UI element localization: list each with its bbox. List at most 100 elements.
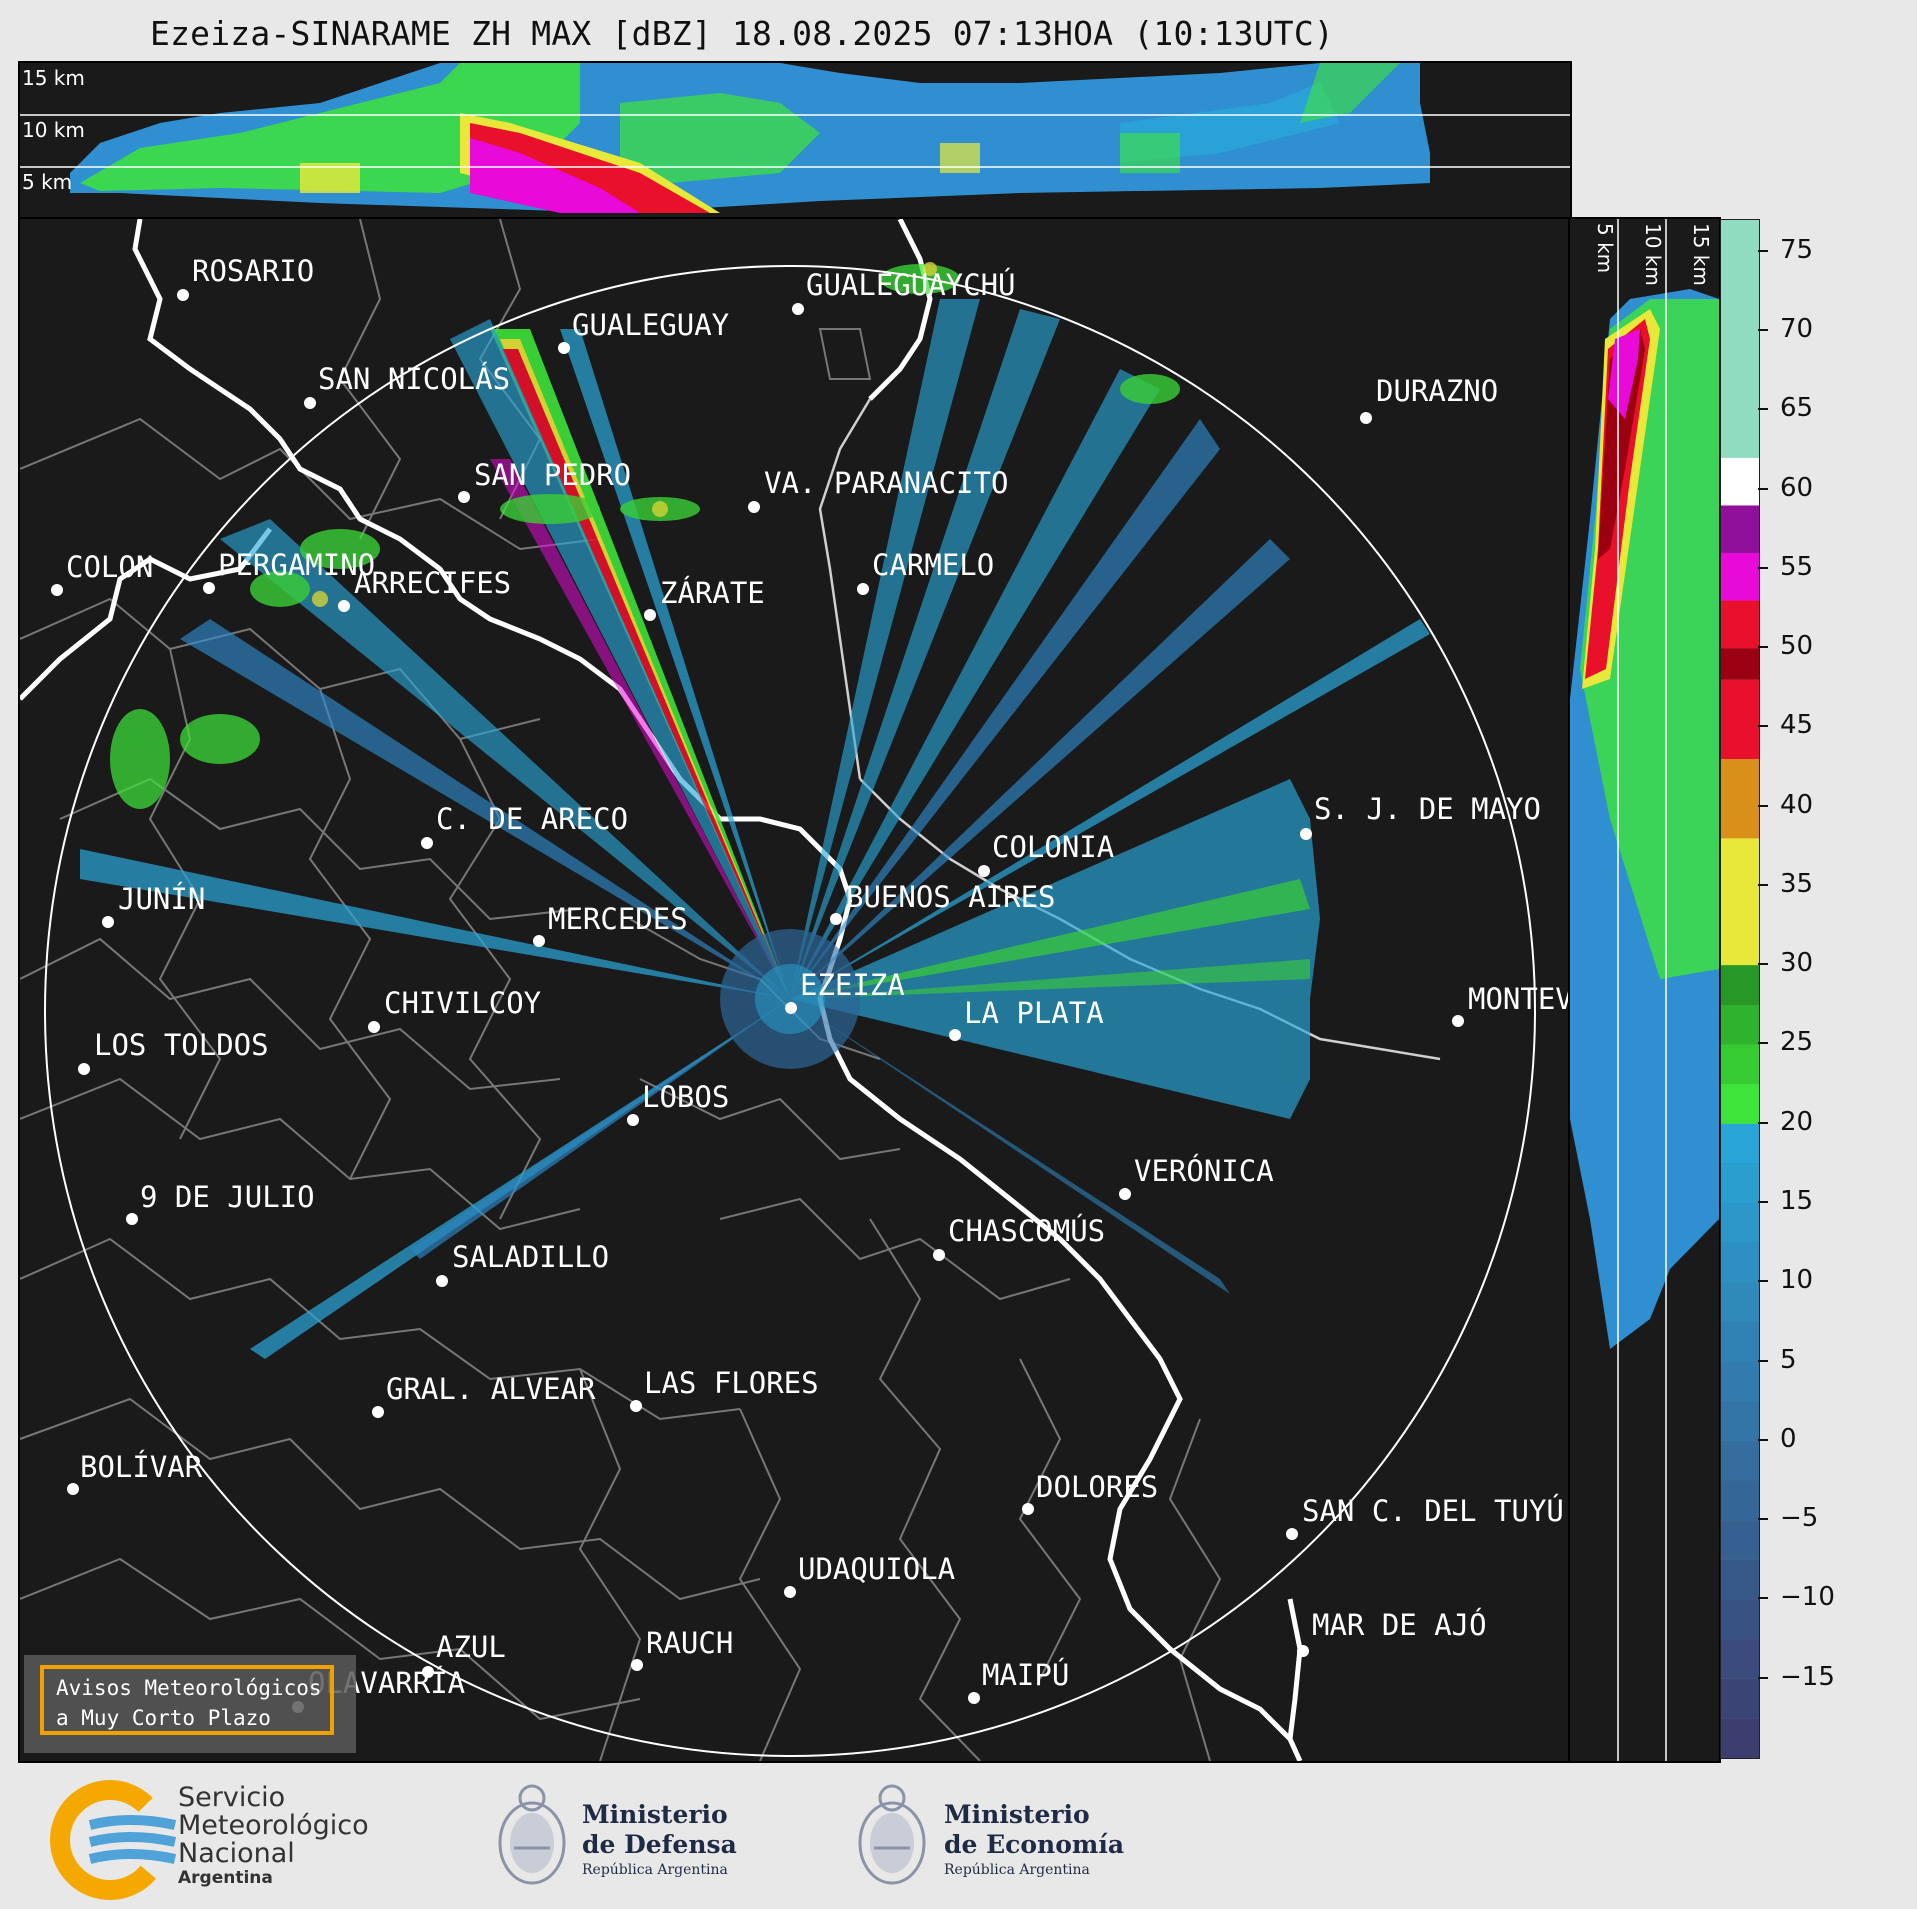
colorbar-band	[1721, 552, 1759, 601]
city-dot	[792, 303, 804, 315]
radar-echoes	[80, 262, 1430, 1359]
colorbar-tick-mark	[1758, 725, 1768, 728]
city-label: ARRECIFES	[354, 566, 511, 600]
city-dot	[1297, 1645, 1309, 1657]
colorbar-tick-label: 35	[1780, 868, 1814, 899]
city-dot	[627, 1114, 639, 1126]
city-label: LOBOS	[642, 1080, 729, 1114]
city-dot	[785, 1002, 797, 1014]
alert-box[interactable]: Avisos Meteorológicos a Muy Corto Plazo	[24, 1655, 356, 1753]
city-dot	[1452, 1015, 1464, 1027]
colorbar-tick-label: 20	[1780, 1106, 1814, 1137]
dbz-colorbar	[1720, 219, 1760, 1759]
city-label: MAR DE AJÓ	[1312, 1608, 1487, 1642]
city-dot	[203, 582, 215, 594]
city-marker: JUNÍN	[102, 882, 205, 928]
city-marker: BUENOS AIRES	[830, 880, 1056, 925]
economia-line-2: de Economía	[944, 1830, 1125, 1859]
economia-line-1: Ministerio	[944, 1800, 1090, 1829]
city-dot	[1360, 412, 1372, 424]
colorbar-tick-label: −5	[1780, 1503, 1819, 1534]
city-dot	[644, 609, 656, 621]
city-label: SAN PEDRO	[474, 458, 631, 492]
city-dot	[78, 1063, 90, 1075]
city-marker: LOBOS	[627, 1080, 729, 1126]
city-dot	[67, 1483, 79, 1495]
defensa-coat-of-arms-icon	[498, 1784, 566, 1885]
coastline	[20, 219, 1303, 1761]
city-label: BUENOS AIRES	[846, 880, 1056, 914]
colorbar-band	[1721, 933, 1759, 966]
city-label: SALADILLO	[452, 1240, 609, 1274]
colorbar-tick-label: 5	[1780, 1344, 1797, 1375]
colorbar-tick-mark	[1758, 883, 1768, 886]
city-dot	[372, 1406, 384, 1418]
city-dot	[458, 491, 470, 503]
colorbar-tick-mark	[1758, 1121, 1768, 1124]
city-marker: VA. PARANACITO	[748, 466, 1008, 513]
colorbar-band	[1721, 1718, 1759, 1758]
colorbar-band	[1721, 505, 1759, 553]
city-marker: C. DE ARECO	[421, 802, 628, 849]
city-label: S. J. DE MAYO	[1314, 792, 1541, 826]
city-dot	[784, 1586, 796, 1598]
city-marker: SAN NICOLÁS	[304, 362, 510, 409]
city-label: PERGAMINO	[218, 548, 375, 582]
colorbar-band	[1721, 1123, 1759, 1164]
colorbar-band	[1721, 1639, 1759, 1679]
colorbar-tick-mark	[1758, 1676, 1768, 1679]
city-dot	[1300, 828, 1312, 840]
city-dot	[304, 397, 316, 409]
city-marker: ROSARIO	[177, 254, 314, 301]
city-marker: MAIPÚ	[968, 1658, 1069, 1704]
city-label: BOLÍVAR	[80, 1450, 203, 1484]
colorbar-band	[1721, 1242, 1759, 1283]
colorbar-band	[1721, 1480, 1759, 1521]
alert-line-1: Avisos Meteorológicos	[56, 1676, 322, 1700]
city-marker: LA PLATA	[949, 996, 1104, 1041]
smn-line-4: Argentina	[178, 1868, 273, 1888]
side-height-panel: 5 km 10 km 15 km	[1568, 217, 1721, 1763]
colorbar-band	[1721, 1401, 1759, 1441]
city-marker: DURAZNO	[1360, 374, 1498, 424]
top-10km-label: 10 km	[22, 118, 85, 142]
city-dot	[1022, 1503, 1034, 1515]
colorbar-tick-label: 45	[1780, 710, 1814, 741]
city-marker: LAS FLORES	[630, 1366, 819, 1412]
colorbar-tick-mark	[1758, 249, 1768, 252]
colorbar-tick-mark	[1758, 1201, 1768, 1204]
colorbar-tick-mark	[1758, 1359, 1768, 1362]
colorbar-band	[1721, 220, 1759, 458]
colorbar-tick-mark	[1758, 1042, 1768, 1045]
colorbar-tick-mark	[1758, 1597, 1768, 1600]
colorbar-tick-label: 75	[1780, 234, 1814, 265]
side-5km-label: 5 km	[1593, 223, 1617, 273]
city-marker: COLONIA	[978, 830, 1114, 877]
city-marker: CHIVILCOY	[368, 986, 541, 1033]
city-dot	[830, 913, 842, 925]
city-marker: LOS TOLDOS	[78, 1028, 269, 1075]
city-label: JUNÍN	[118, 882, 205, 916]
alert-link[interactable]: Avisos Meteorológicos a Muy Corto Plazo	[40, 1665, 334, 1735]
city-label: CHIVILCOY	[384, 986, 541, 1020]
chart-title: Ezeiza-SINARAME ZH MAX [dBZ] 18.08.2025 …	[150, 14, 1334, 53]
city-marker: RAUCH	[631, 1626, 733, 1671]
colorbar-band	[1721, 838, 1759, 934]
colorbar-band	[1721, 965, 1759, 1005]
city-marker: SAN PEDRO	[458, 458, 631, 503]
city-marker: PERGAMINO	[203, 548, 375, 594]
city-label: GUALEGUAYCHÚ	[806, 268, 1016, 302]
city-label: MERCEDES	[548, 902, 688, 936]
colorbar-tick-label: 65	[1780, 393, 1814, 424]
colorbar-tick-label: −15	[1780, 1661, 1835, 1692]
city-dot	[1286, 1528, 1298, 1540]
city-marker: VERÓNICA	[1119, 1154, 1274, 1200]
city-label: EZEIZA	[800, 968, 905, 1002]
top-height-panel: 15 km 10 km 5 km	[18, 61, 1572, 219]
city-marker: UDAQUIOLA	[784, 1552, 955, 1598]
city-label: ZÁRATE	[660, 576, 765, 610]
city-marker: AZUL	[422, 1630, 506, 1678]
side-height-svg: 5 km 10 km 15 km	[1570, 219, 1719, 1761]
city-marker: 9 DE JULIO	[126, 1180, 315, 1225]
city-label: CHASCOMÚS	[948, 1214, 1105, 1248]
